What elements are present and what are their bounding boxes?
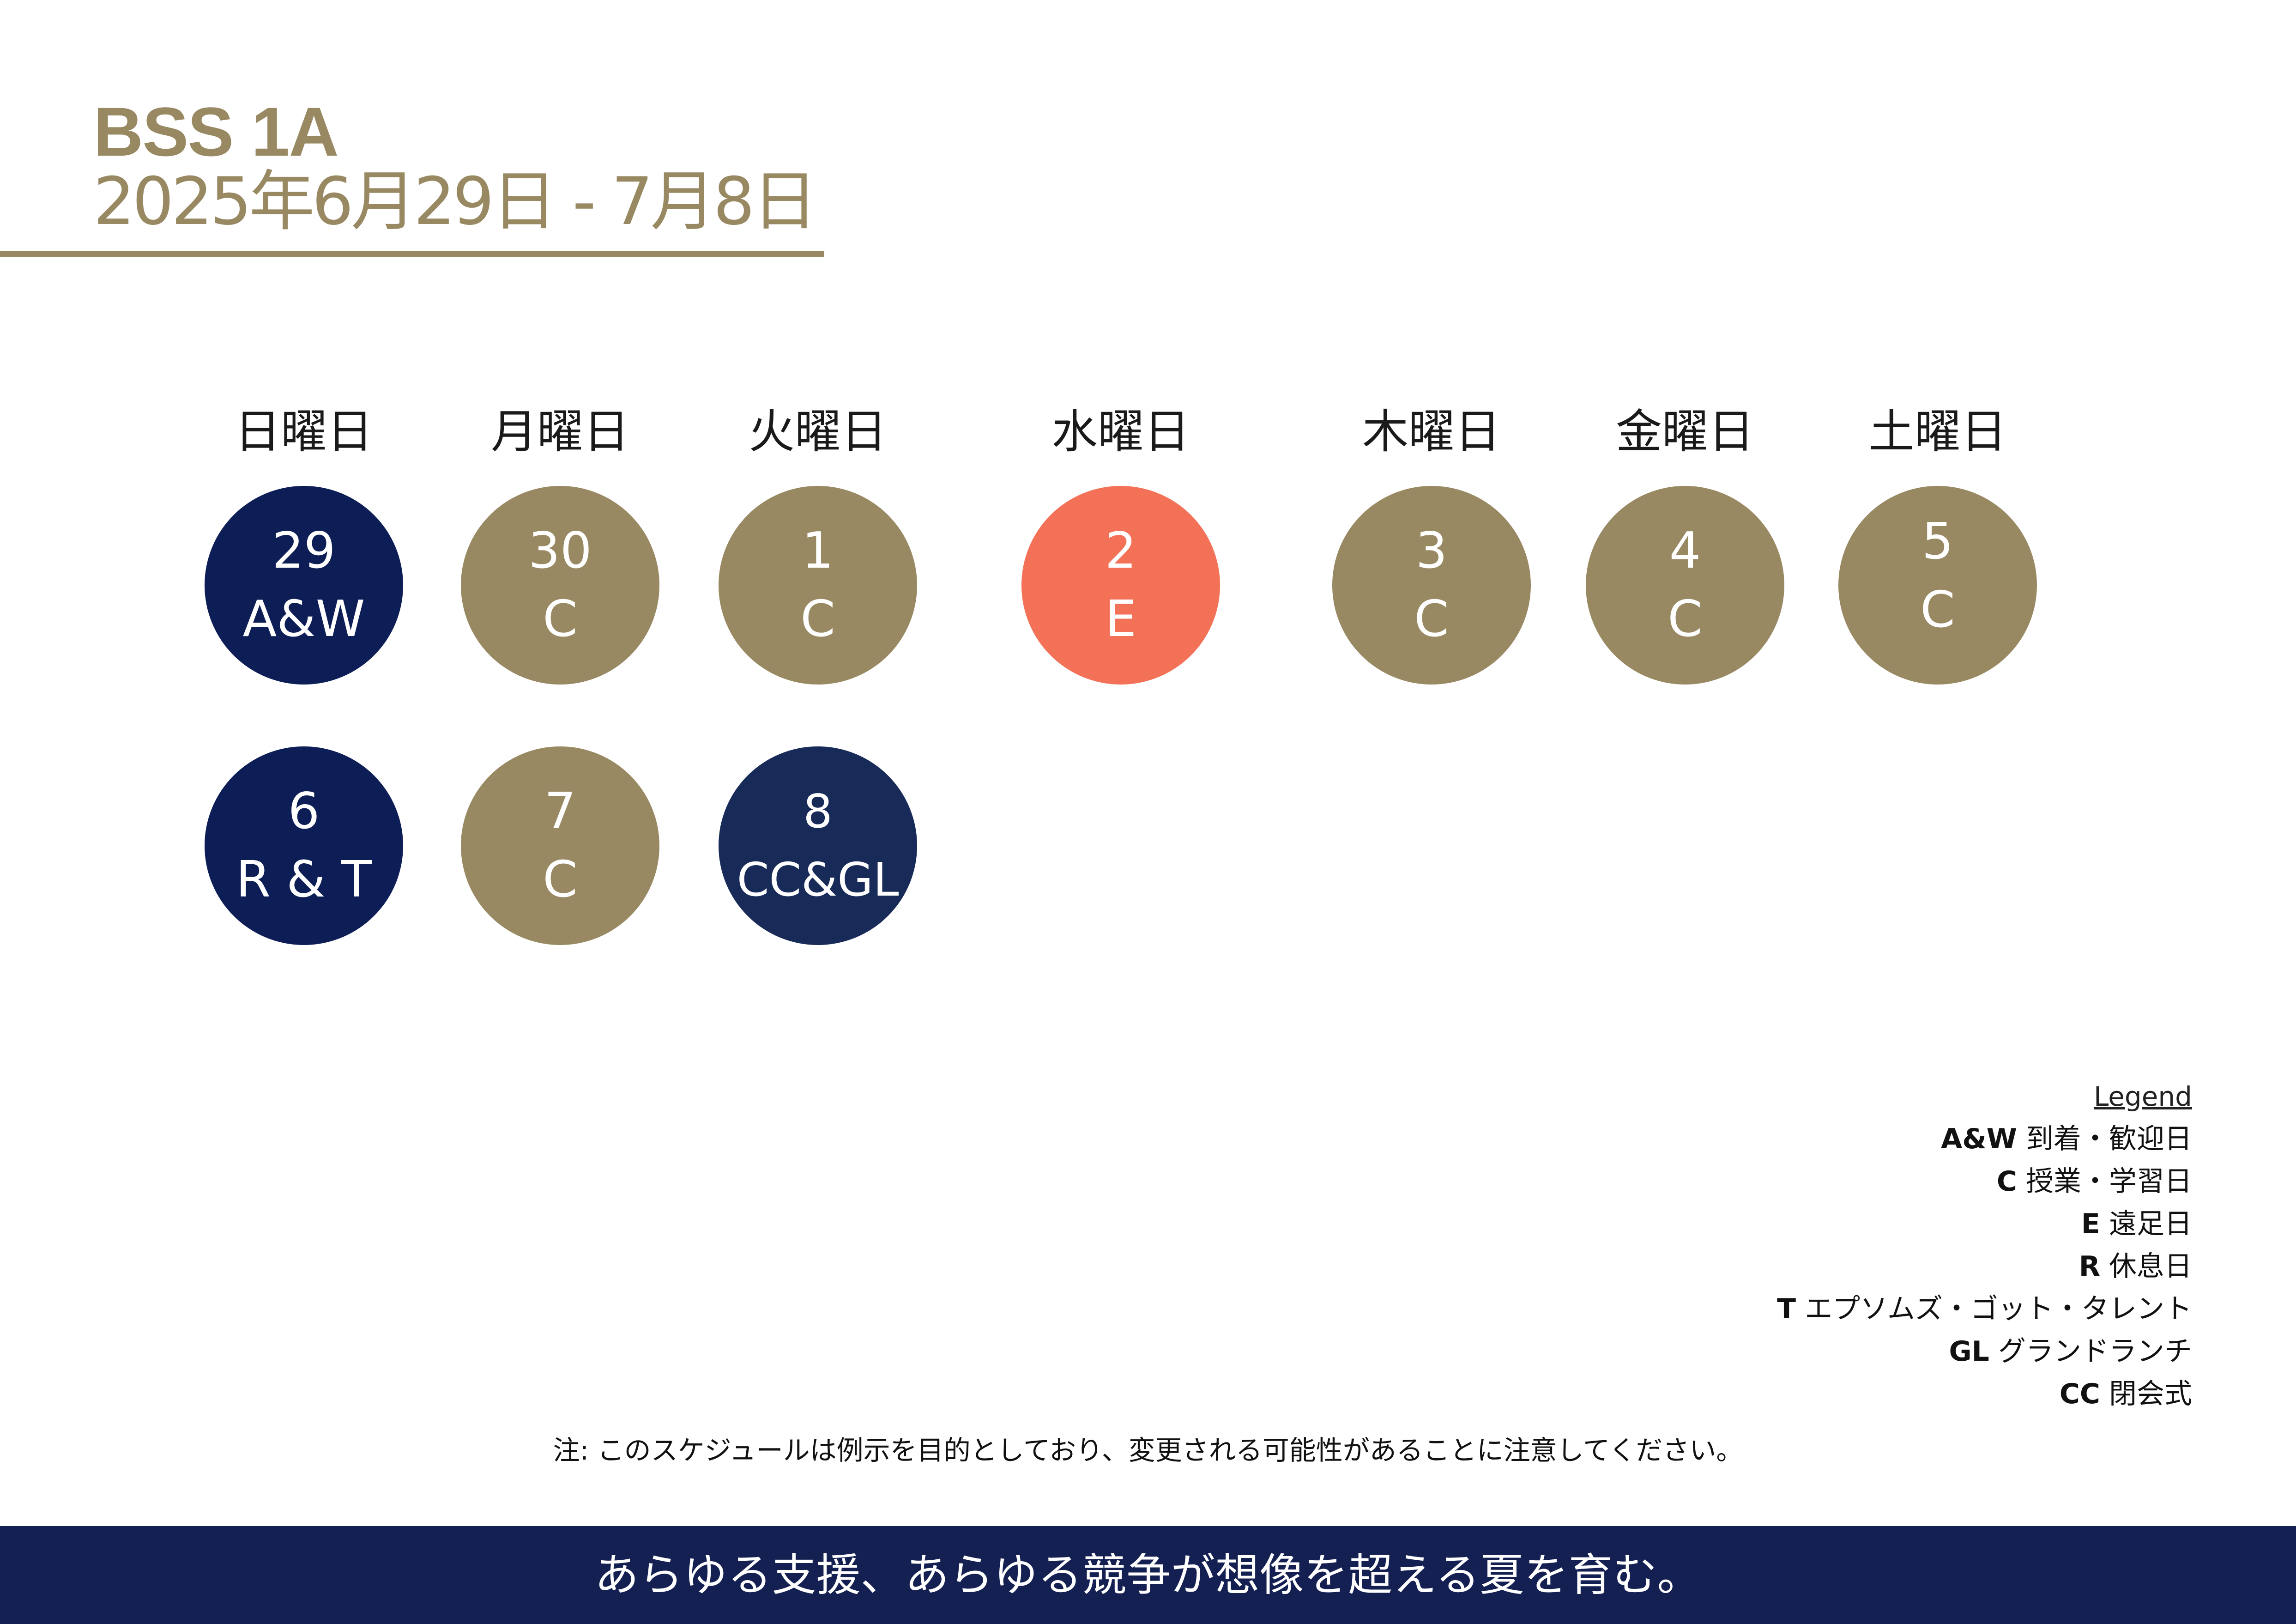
calendar-day-jul-2: 2 E [1021,486,1220,685]
day-activity-code: CC&GL [737,853,899,907]
legend-item: GL グランドランチ [1777,1330,2192,1373]
legend-code: GL [1949,1335,1989,1368]
legend-text: 授業・学習日 [2026,1165,2192,1198]
day-number: 6 [288,782,320,840]
day-number: 30 [528,522,592,580]
day-activity-code: C [1668,590,1703,648]
day-activity-code: E [1105,590,1137,648]
day-number: 1 [802,522,834,580]
day-number: 7 [544,782,576,840]
footer-tagline: あらゆる支援、あらゆる競争が想像を超える夏を育む。 [594,1549,1702,1601]
day-activity-code: C [543,851,578,909]
day-number: 8 [803,784,833,838]
calendar-day-jun-30: 30 C [461,486,659,685]
day-label-monday: 月曜日 [491,405,629,459]
legend-text: 閉会式 [2109,1378,2192,1410]
legend-item: CC 閉会式 [1777,1373,2192,1415]
schedule-disclaimer: 注: このスケジュールは例示を目的としており、変更される可能性があることに注意し… [553,1435,1743,1466]
legend-code: C [1996,1165,2017,1198]
legend: Legend A&W 到着・歓迎日 C 授業・学習日 E 遠足日 R 休息日 T… [1777,1075,2192,1415]
legend-item: C 授業・学習日 [1777,1160,2192,1203]
legend-item: A&W 到着・歓迎日 [1777,1118,2192,1160]
day-number: 5 [1921,513,1954,570]
legend-code: A&W [1940,1123,2017,1155]
legend-code: CC [2059,1378,2100,1410]
calendar-day-jun-29: 29 A&W [205,486,403,685]
program-title: BSS 1A [93,93,339,170]
day-activity-code: C [543,590,578,648]
legend-code: R [2078,1250,2100,1283]
day-label-friday: 金曜日 [1616,405,1754,459]
legend-text: 到着・歓迎日 [2026,1123,2192,1155]
day-label-wednesday: 水曜日 [1051,405,1190,459]
legend-text: グランドランチ [1998,1335,2192,1368]
calendar-day-jul-5: 5 C [1838,486,2037,685]
day-activity-code: C [1414,590,1449,648]
calendar-day-jul-6: 6 R & T [205,746,403,945]
day-number: 4 [1669,522,1701,580]
legend-code: T [1777,1293,1796,1325]
legend-item: T エプソムズ・ゴット・タレント [1777,1288,2192,1330]
day-activity-code: C [800,590,835,648]
day-label-sunday: 日曜日 [235,405,373,459]
calendar-day-jul-3: 3 C [1332,486,1531,685]
day-number: 29 [272,522,336,580]
footer-banner: あらゆる支援、あらゆる競争が想像を超える夏を育む。 [0,1526,2296,1624]
day-label-thursday: 木曜日 [1362,405,1501,459]
day-label-tuesday: 火曜日 [749,405,887,459]
day-number: 3 [1415,522,1448,580]
header-divider [0,251,824,257]
legend-text: 休息日 [2109,1250,2192,1283]
legend-title: Legend [2093,1081,2192,1112]
date-range: 2025年6月29日 - 7月8日 [93,164,818,240]
legend-text: 遠足日 [2109,1208,2192,1240]
day-number: 2 [1105,522,1137,580]
calendar-day-jul-7: 7 C [461,746,659,945]
calendar-day-jul-1: 1 C [719,486,917,685]
day-activity-code: C [1920,581,1955,639]
legend-item: E 遠足日 [1777,1203,2192,1245]
day-activity-code: R & T [236,851,372,909]
legend-text: エプソムズ・ゴット・タレント [1805,1293,2192,1325]
calendar-day-jul-4: 4 C [1586,486,1784,685]
day-activity-code: A&W [242,590,365,648]
day-label-saturday: 土曜日 [1868,405,2007,459]
calendar-day-jul-8: 8 CC&GL [719,746,917,945]
legend-code: E [2081,1208,2100,1240]
legend-item: R 休息日 [1777,1245,2192,1288]
